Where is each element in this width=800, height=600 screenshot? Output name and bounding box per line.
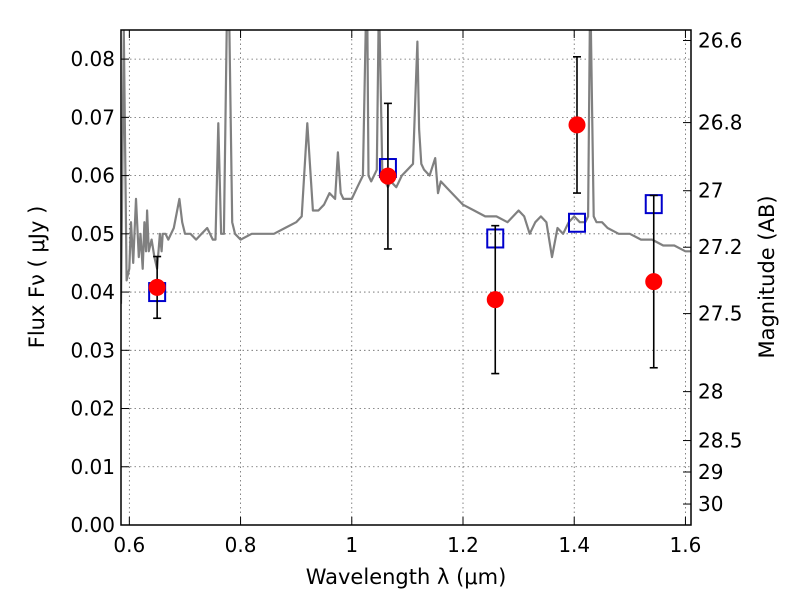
observed-point-marker: [645, 273, 663, 291]
y-tick-label: 0.00: [70, 513, 115, 537]
y2-tick-label: 30: [698, 492, 723, 516]
spectrum-layer: [121, 30, 691, 304]
x-tick-label: 0.8: [225, 533, 257, 557]
plot-frame: [120, 29, 692, 526]
model-square-marker: [568, 212, 586, 233]
y2-tick-label: 26.8: [698, 111, 743, 135]
x-tick-label: 1.2: [447, 533, 479, 557]
y-tick-label: 0.05: [70, 222, 115, 246]
y2-tick-label: 27.2: [698, 235, 743, 259]
marker-layer: [148, 55, 663, 375]
x-tick-label: 1.4: [558, 533, 590, 557]
y-tick-label: 0.07: [70, 105, 115, 129]
observed-point-marker: [568, 116, 586, 134]
y2-tick-label: 26.6: [698, 28, 743, 52]
y2-tick-label: 27: [698, 179, 723, 203]
x-tick-label: 1.6: [670, 533, 702, 557]
y-axis-label: Flux Fν ( μJy ): [25, 206, 49, 349]
axis-ticks: 0.6 0.8 1 1.2 1.4 1.6 0.00 0.01 0.02 0.03 0.04 0.05…: [70, 28, 742, 557]
y2-tick-label: 28.5: [698, 429, 743, 453]
y-tick-label: 0.08: [70, 47, 115, 71]
y2-axis-label: Magnitude (AB): [755, 195, 779, 358]
x-axis-label: Wavelength λ (μm): [306, 565, 507, 589]
y2-tick-label: 29: [698, 460, 723, 484]
y-tick-label: 0.01: [70, 455, 115, 479]
y-tick-label: 0.03: [70, 338, 115, 362]
observed-point-marker: [148, 278, 166, 296]
x-tick-label: 0.6: [113, 533, 145, 557]
y2-tick-label: 28: [698, 380, 723, 404]
y-tick-label: 0.06: [70, 164, 115, 188]
observed-point-marker: [486, 291, 504, 309]
spectrum-line: [121, 30, 691, 304]
y-tick-label: 0.04: [70, 280, 115, 304]
plot-area: [121, 30, 691, 525]
y2-tick-label: 27.5: [698, 302, 743, 326]
observed-point-marker: [379, 167, 397, 185]
x-tick-label: 1: [345, 533, 358, 557]
y-tick-label: 0.02: [70, 397, 115, 421]
